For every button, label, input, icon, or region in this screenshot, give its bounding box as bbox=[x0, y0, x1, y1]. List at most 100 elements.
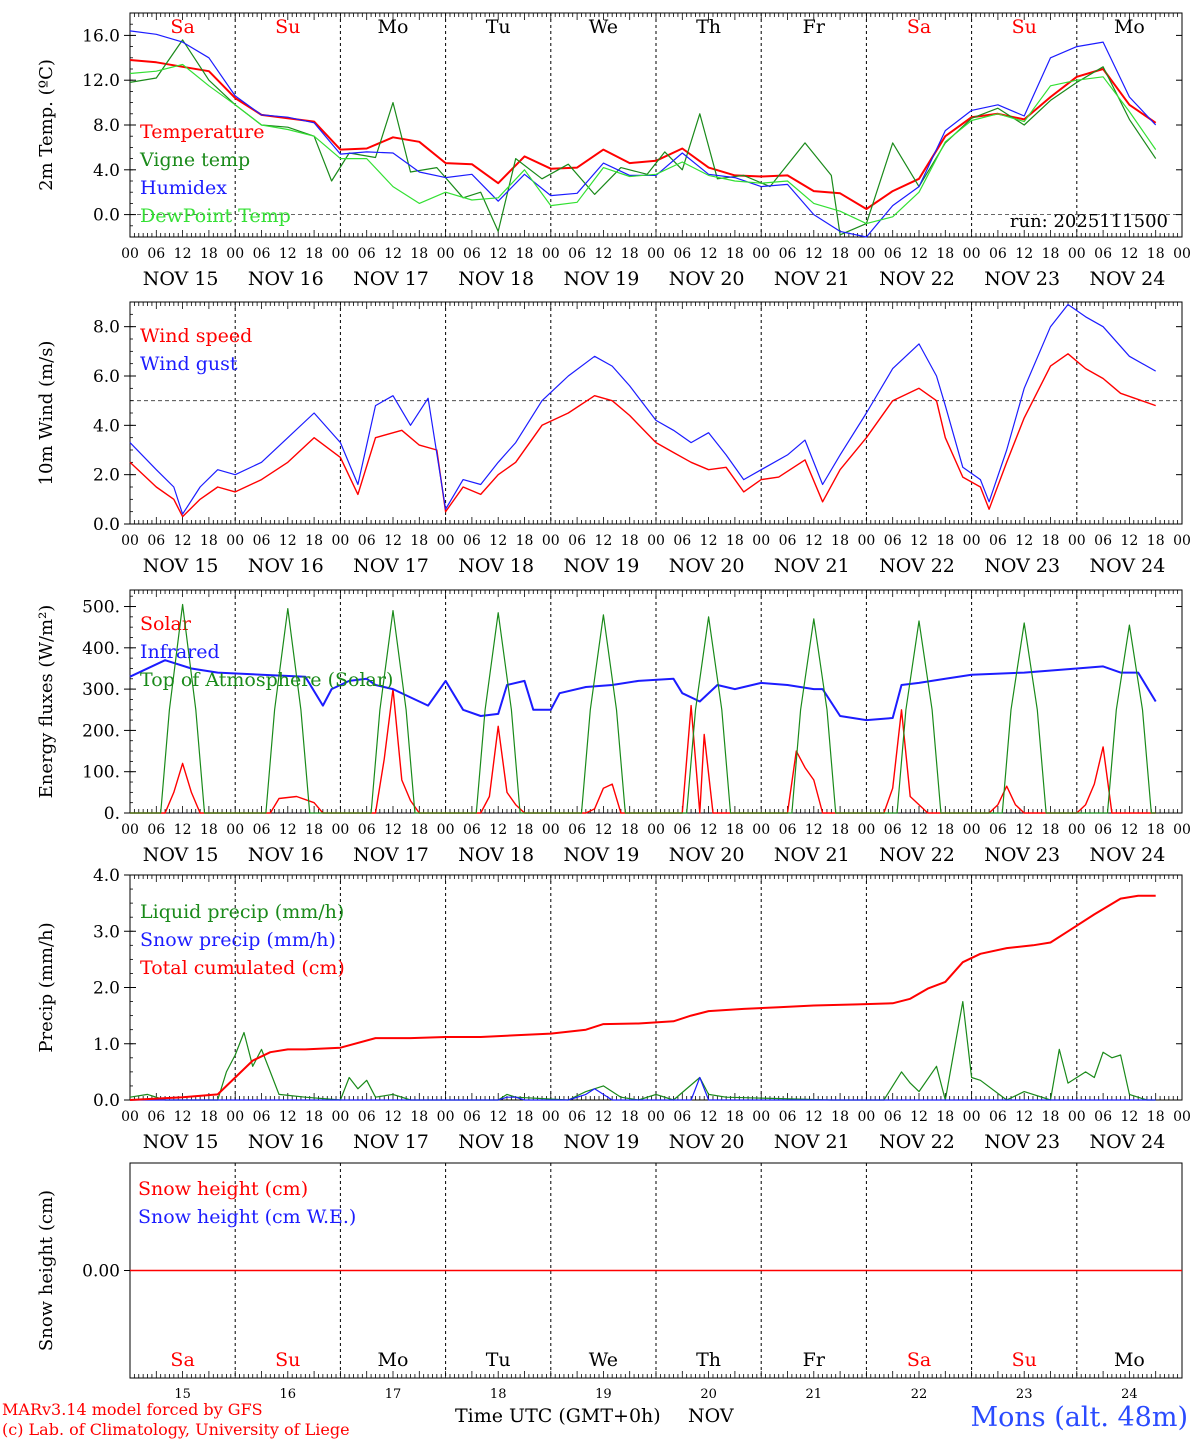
hour-label: 00 bbox=[331, 533, 349, 549]
hour-label: 00 bbox=[857, 822, 875, 838]
hour-label: 00 bbox=[542, 533, 560, 549]
day-number: 15 bbox=[174, 1387, 191, 1402]
panel-temperature: 0.0 4.0 8.0 12.0 16.0 2m Temp. (ºC) Temperatur… bbox=[36, 12, 1191, 290]
day-number: 21 bbox=[806, 1387, 823, 1402]
series-wind-speed bbox=[129, 353, 1156, 518]
hour-label: 06 bbox=[253, 246, 271, 262]
hour-label: 18 bbox=[516, 1109, 534, 1125]
hour-label: 18 bbox=[831, 822, 849, 838]
hour-label: 00 bbox=[437, 822, 455, 838]
hour-label: 06 bbox=[673, 246, 691, 262]
hour-label: 12 bbox=[910, 822, 928, 838]
hour-label: 06 bbox=[463, 1109, 481, 1125]
hour-label: 00 bbox=[331, 246, 349, 262]
hour-label: 12 bbox=[805, 1109, 823, 1125]
y-tick-label: 2.0 bbox=[93, 979, 120, 999]
hour-label: 18 bbox=[1042, 1109, 1060, 1125]
hour-label: 18 bbox=[516, 822, 534, 838]
hour-label: 18 bbox=[516, 533, 534, 549]
legend-entry: DewPoint Temp bbox=[140, 205, 291, 227]
hour-label: 00 bbox=[437, 533, 455, 549]
date-label: NOV 21 bbox=[774, 268, 850, 290]
hour-label: 00 bbox=[857, 1109, 875, 1125]
hour-label: 12 bbox=[700, 822, 718, 838]
y-tick-label: 0.0 bbox=[93, 206, 120, 226]
date-label: NOV 17 bbox=[353, 844, 429, 866]
legend-entry: Wind speed bbox=[140, 325, 252, 347]
date-label: NOV 18 bbox=[458, 1131, 534, 1153]
hour-label: 12 bbox=[1120, 246, 1138, 262]
hour-label: 12 bbox=[805, 533, 823, 549]
date-label: NOV 22 bbox=[879, 1131, 955, 1153]
day-number: 24 bbox=[1121, 1387, 1138, 1402]
hour-label: 18 bbox=[1042, 822, 1060, 838]
hour-label: 18 bbox=[936, 1109, 954, 1125]
hour-label: 18 bbox=[621, 246, 639, 262]
day-number: 16 bbox=[280, 1387, 297, 1402]
y-axis-label: 2m Temp. (ºC) bbox=[36, 59, 57, 191]
legend-entry: Wind gust bbox=[140, 353, 238, 375]
hour-label: 18 bbox=[305, 822, 323, 838]
weekday-label: Su bbox=[1012, 16, 1037, 38]
date-label: NOV 17 bbox=[353, 1131, 429, 1153]
hour-label: 18 bbox=[200, 246, 218, 262]
hour-label: 18 bbox=[621, 822, 639, 838]
hour-label: 00 bbox=[1068, 246, 1086, 262]
hour-label: 12 bbox=[1120, 533, 1138, 549]
hour-label: 06 bbox=[989, 822, 1007, 838]
hour-label: 12 bbox=[279, 246, 297, 262]
hour-label: 00 bbox=[963, 246, 981, 262]
date-label: NOV 22 bbox=[879, 844, 955, 866]
hour-label: 00 bbox=[437, 246, 455, 262]
hour-label: 12 bbox=[174, 246, 192, 262]
hour-label: 06 bbox=[147, 1109, 165, 1125]
hour-label: 12 bbox=[910, 246, 928, 262]
date-label: NOV 20 bbox=[669, 1131, 745, 1153]
weekday-label: Mo bbox=[1114, 16, 1145, 38]
date-label: NOV 18 bbox=[458, 268, 534, 290]
hour-label: 06 bbox=[779, 246, 797, 262]
weekday-label: Tu bbox=[486, 1349, 511, 1371]
hour-label: 00 bbox=[963, 533, 981, 549]
day-number: 19 bbox=[595, 1387, 612, 1402]
hour-label: 06 bbox=[1094, 822, 1112, 838]
hour-label: 06 bbox=[1094, 533, 1112, 549]
y-tick-label: 4.0 bbox=[93, 161, 120, 181]
legend-entry: Snow height (cm) bbox=[138, 1178, 308, 1200]
series-vigne-temp bbox=[129, 39, 1157, 236]
hour-label: 12 bbox=[805, 822, 823, 838]
hour-label: 06 bbox=[253, 822, 271, 838]
date-label: NOV 20 bbox=[669, 268, 745, 290]
date-label: NOV 17 bbox=[353, 555, 429, 577]
date-label: NOV 23 bbox=[984, 555, 1060, 577]
hour-label: 00 bbox=[857, 533, 875, 549]
hour-label: 00 bbox=[647, 822, 665, 838]
weekday-label: Su bbox=[1012, 1349, 1037, 1371]
station-name: Mons (alt. 48m) bbox=[970, 1402, 1188, 1433]
hour-label: 00 bbox=[226, 246, 244, 262]
y-tick-label: 3.0 bbox=[93, 922, 120, 942]
hour-label: 18 bbox=[1147, 533, 1165, 549]
weekday-label: Fr bbox=[803, 1349, 826, 1371]
hour-label: 06 bbox=[989, 1109, 1007, 1125]
hour-label: 18 bbox=[1147, 1109, 1165, 1125]
hour-label: 18 bbox=[726, 533, 744, 549]
hour-label: 18 bbox=[831, 533, 849, 549]
hour-label: 00 bbox=[752, 246, 770, 262]
hour-label: 12 bbox=[594, 533, 612, 549]
date-label: NOV 24 bbox=[1089, 1131, 1165, 1153]
date-label: NOV 20 bbox=[669, 555, 745, 577]
hour-label: 12 bbox=[384, 533, 402, 549]
date-label: NOV 24 bbox=[1089, 555, 1165, 577]
hour-label: 00 bbox=[857, 246, 875, 262]
hour-label: 12 bbox=[489, 1109, 507, 1125]
hour-label: 18 bbox=[1147, 246, 1165, 262]
hour-label: 06 bbox=[779, 533, 797, 549]
hour-label: 18 bbox=[410, 246, 428, 262]
date-label: NOV 16 bbox=[248, 555, 324, 577]
hour-label: 00 bbox=[226, 822, 244, 838]
day-number: 20 bbox=[700, 1387, 717, 1402]
x-axis-month: NOV bbox=[688, 1405, 734, 1427]
legend-entry: Top of Atmosphere (Solar) bbox=[140, 669, 393, 691]
hour-label: 18 bbox=[831, 1109, 849, 1125]
